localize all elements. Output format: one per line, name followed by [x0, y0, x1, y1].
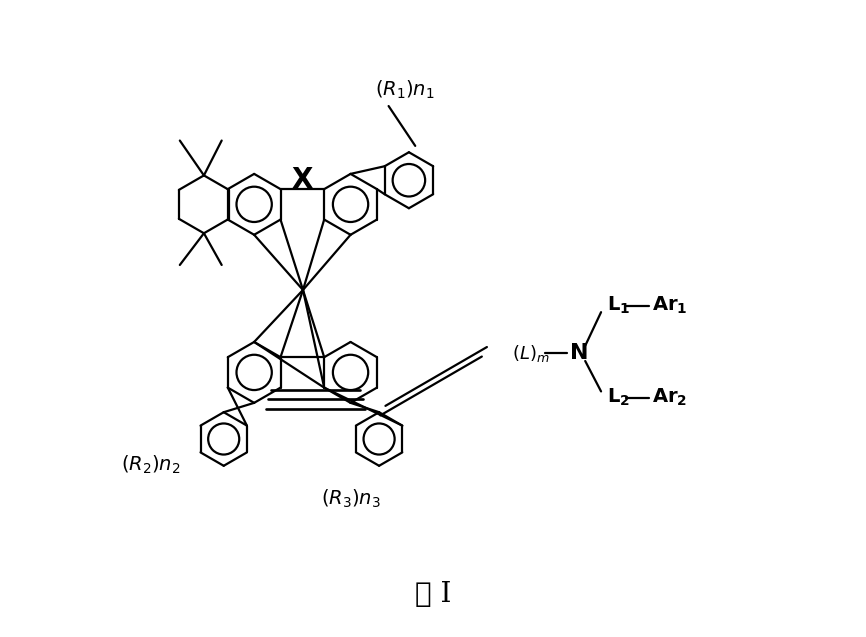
Text: $(R_1)n_1$: $(R_1)n_1$: [375, 79, 435, 101]
Text: $(L)_m$: $(L)_m$: [513, 343, 550, 364]
Text: $(R_3)n_3$: $(R_3)n_3$: [320, 488, 380, 510]
Text: X: X: [292, 166, 313, 194]
Text: $\mathbf{L_2}$: $\mathbf{L_2}$: [607, 387, 630, 408]
Text: $(R_2)n_2$: $(R_2)n_2$: [121, 453, 181, 476]
Text: 式 I: 式 I: [415, 581, 451, 608]
Text: $\mathbf{Ar_1}$: $\mathbf{Ar_1}$: [652, 295, 688, 317]
Text: N: N: [570, 343, 588, 363]
Text: $\mathbf{L_1}$: $\mathbf{L_1}$: [607, 295, 630, 317]
Text: $\mathbf{Ar_2}$: $\mathbf{Ar_2}$: [652, 387, 687, 408]
